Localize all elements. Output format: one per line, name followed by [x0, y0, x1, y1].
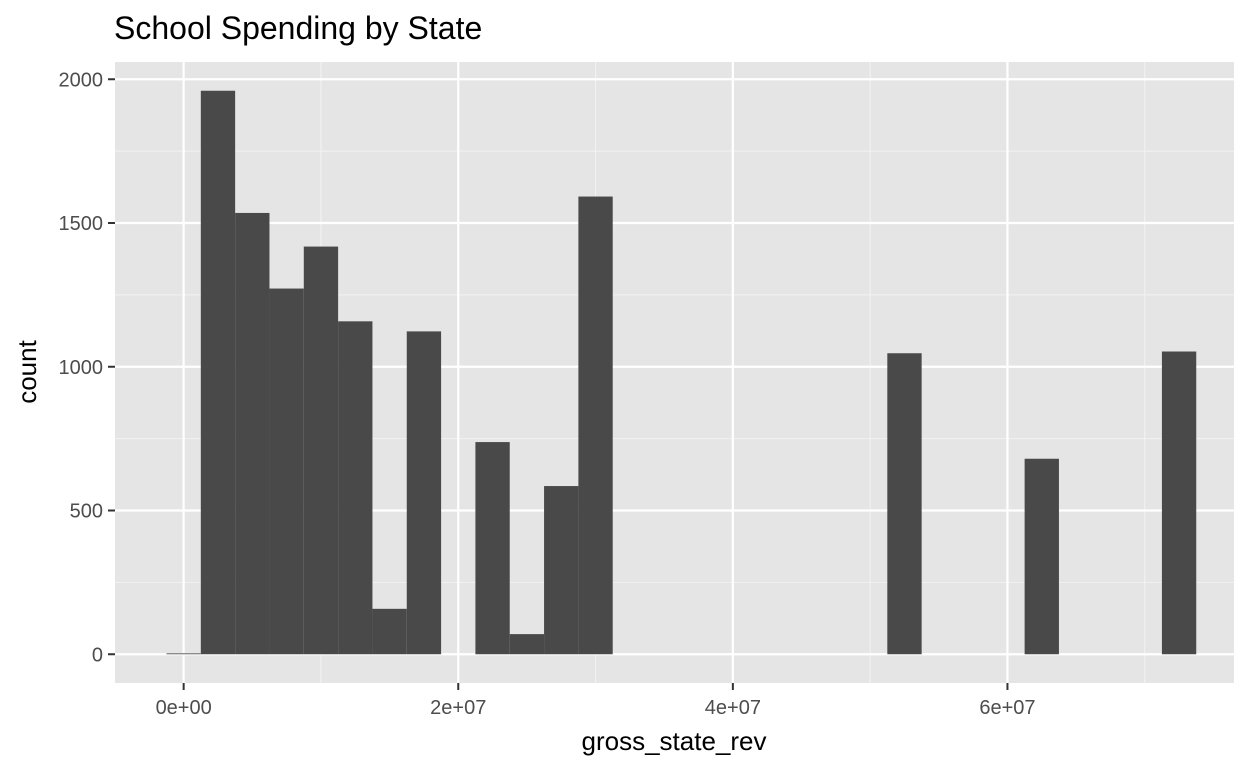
- x-axis-title: gross_state_rev: [582, 726, 767, 756]
- histogram-bar: [166, 653, 201, 655]
- histogram-bar: [1161, 351, 1197, 655]
- x-tick-label: 6e+07: [979, 697, 1035, 719]
- y-tick-label: 1500: [59, 213, 104, 235]
- x-tick-label: 2e+07: [430, 697, 486, 719]
- histogram-bar: [269, 288, 304, 655]
- histogram-bar: [200, 90, 236, 655]
- histogram-bar: [1024, 458, 1059, 655]
- histogram-bar: [303, 246, 339, 655]
- histogram-bar: [509, 634, 545, 655]
- histogram-bar: [338, 321, 373, 655]
- y-tick-label: 0: [92, 644, 103, 666]
- histogram-bar: [544, 486, 579, 655]
- y-axis: 0 500 1000 1500 2000: [59, 69, 115, 666]
- x-tick-label: 4e+07: [705, 697, 761, 719]
- bars: [166, 90, 1197, 655]
- histogram-bar: [578, 196, 613, 655]
- histogram-bar: [372, 608, 407, 655]
- x-tick-label: 0e+00: [156, 697, 212, 719]
- y-tick-label: 500: [70, 501, 103, 523]
- chart-title: School Spending by State: [114, 10, 482, 46]
- histogram-bar: [475, 442, 510, 655]
- y-axis-title: count: [12, 339, 42, 403]
- y-tick-label: 1000: [59, 357, 104, 379]
- histogram-bar: [887, 353, 922, 655]
- histogram-bar: [406, 331, 442, 655]
- histogram-bar: [235, 212, 270, 655]
- y-tick-label: 2000: [59, 69, 104, 91]
- x-axis: 0e+00 2e+07 4e+07 6e+07: [156, 683, 1036, 719]
